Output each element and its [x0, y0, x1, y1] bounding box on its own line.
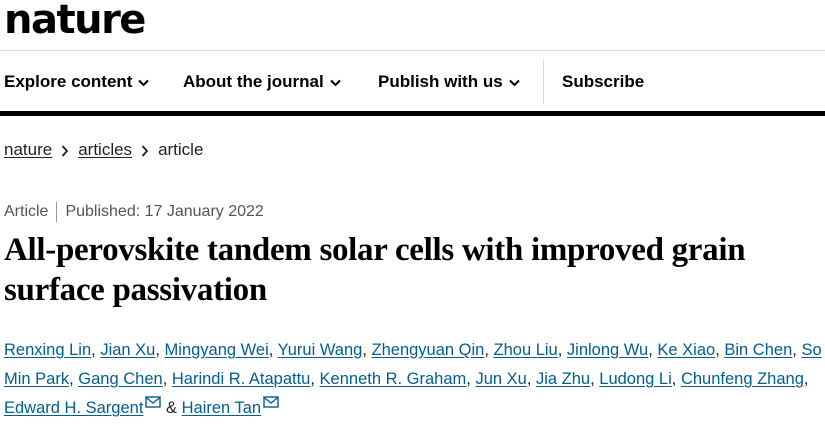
envelope-icon[interactable] [263, 396, 279, 408]
author-link[interactable]: Mingyang Wei [164, 341, 269, 359]
author-link[interactable]: Jinlong Wu [566, 341, 649, 359]
author-list: Renxing Lin, Jian Xu, Mingyang Wei, Yuru… [4, 341, 822, 417]
breadcrumb-articles[interactable]: articles [78, 140, 133, 159]
author-link[interactable]: Yurui Wang [277, 341, 363, 359]
main-nav: Explore content About the journal Publis… [0, 60, 825, 104]
breadcrumb-current: article [158, 140, 204, 159]
author-link[interactable]: Jun Xu [475, 370, 527, 388]
author-link[interactable]: Renxing Lin [4, 341, 92, 359]
nav-about-journal-label: About the journal [183, 72, 324, 91]
author-link[interactable]: Kenneth R. Graham [319, 370, 467, 388]
envelope-icon[interactable] [145, 396, 162, 408]
chevron-down-icon [138, 79, 150, 86]
chevron-down-icon [508, 79, 520, 86]
author-link[interactable]: Edward H. Sargent [4, 399, 144, 417]
header-bar [0, 111, 825, 116]
article-title: All-perovskite tandem solar cells with i… [4, 232, 746, 308]
nav-explore-content[interactable]: Explore content [4, 60, 150, 104]
author-link[interactable]: Zhengyuan Qin [371, 341, 485, 359]
published-date: Published: 17 January 2022 [65, 203, 264, 220]
article-type: Article [4, 203, 49, 220]
meta-divider [56, 201, 58, 222]
author-link[interactable]: Ludong Li [599, 370, 672, 388]
header-divider [0, 50, 825, 51]
breadcrumb: nature articles article [4, 139, 203, 161]
breadcrumb-nature[interactable]: nature [4, 140, 53, 159]
nav-subscribe[interactable]: Subscribe [562, 72, 645, 91]
nav-about-journal[interactable]: About the journal [183, 60, 341, 104]
author-link[interactable]: Gang Chen [78, 370, 163, 388]
nav-publish-with-us-label: Publish with us [378, 72, 503, 91]
nav-explore-content-label: Explore content [4, 72, 133, 91]
author-link[interactable]: Jia Zhu [536, 370, 591, 388]
author-link[interactable]: Zhou Liu [493, 341, 558, 359]
author-link[interactable]: Harindi R. Atapattu [171, 370, 311, 388]
author-link[interactable]: Ke Xiao [657, 341, 716, 359]
author-link[interactable]: So Min Park [4, 341, 822, 388]
nature-logo[interactable]: nature [4, 0, 146, 43]
author-link[interactable]: Bin Chen [724, 341, 793, 359]
author-conjunction: & [166, 399, 178, 417]
article-meta: Article Published: 17 January 2022 [4, 201, 264, 223]
nav-divider [543, 60, 544, 104]
author-link[interactable]: Jian Xu [100, 341, 156, 359]
author-link[interactable]: Hairen Tan [181, 399, 262, 417]
chevron-right-icon [62, 144, 69, 157]
chevron-right-icon [141, 144, 149, 157]
nav-publish-with-us[interactable]: Publish with us [378, 60, 520, 104]
author-link[interactable]: Chunfeng Zhang [680, 370, 804, 388]
chevron-down-icon [330, 79, 341, 86]
